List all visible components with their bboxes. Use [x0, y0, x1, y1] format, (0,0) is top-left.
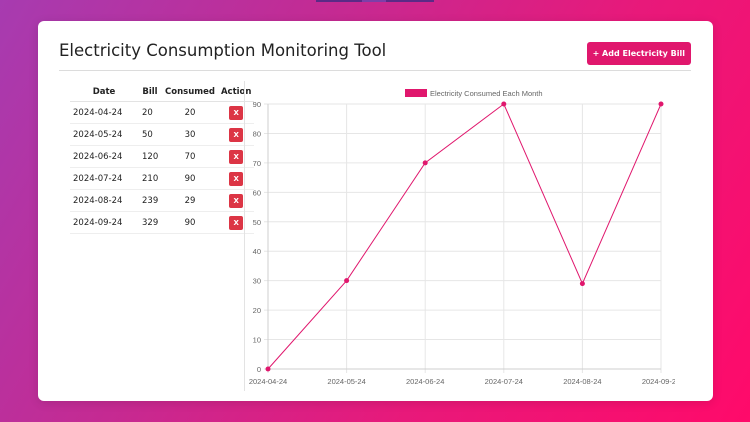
delete-button[interactable]: X: [229, 149, 244, 164]
row-action: X: [217, 211, 255, 234]
y-tick-label: 20: [253, 306, 261, 315]
row-bill: 50: [138, 123, 162, 146]
row-date: 2024-05-24: [70, 123, 138, 146]
row-action: X: [217, 167, 255, 190]
column-header-action: Action: [217, 83, 255, 102]
delete-button[interactable]: X: [229, 127, 244, 142]
header-divider: [59, 70, 691, 71]
column-header-date: Date: [70, 83, 138, 102]
y-tick-label: 90: [253, 100, 261, 109]
row-date: 2024-09-24: [70, 211, 138, 234]
main-card: Electricity Consumption Monitoring Tool …: [38, 21, 713, 401]
top-tab-left: [316, 0, 362, 2]
table-row: 2024-04-24 20 20 X: [70, 101, 255, 124]
row-date: 2024-04-24: [70, 101, 138, 124]
y-tick-label: 60: [253, 188, 261, 197]
row-date: 2024-07-24: [70, 167, 138, 190]
row-consumed: 90: [162, 211, 218, 234]
row-action: X: [217, 145, 255, 168]
row-consumed: 30: [162, 123, 218, 146]
consumption-chart: 0 10 20 30 40 50 60 70 80 90 2024-04-24 2024-05-24 2…: [244, 81, 680, 391]
delete-button[interactable]: X: [229, 105, 244, 120]
data-point: [265, 366, 271, 372]
row-action: X: [217, 189, 255, 212]
data-point: [344, 278, 350, 284]
row-bill: 239: [138, 189, 162, 212]
y-tick-label: 50: [253, 218, 261, 227]
row-consumed: 90: [162, 167, 218, 190]
legend-label: Electricity Consumed Each Month: [430, 89, 543, 98]
column-header-consumed: Consumed: [162, 83, 218, 102]
row-date: 2024-06-24: [70, 145, 138, 168]
x-tick-label: 2024-09-24: [642, 377, 675, 386]
delete-button[interactable]: X: [229, 193, 244, 208]
x-tick-label: 2024-04-24: [249, 377, 287, 386]
row-action: X: [217, 123, 255, 146]
table-row: 2024-07-24 210 90 X: [70, 167, 255, 190]
y-tick-label: 40: [253, 247, 261, 256]
row-bill: 20: [138, 101, 162, 124]
row-consumed: 29: [162, 189, 218, 212]
row-action: X: [217, 101, 255, 124]
row-consumed: 20: [162, 101, 218, 124]
delete-button[interactable]: X: [229, 171, 244, 186]
page-title: Electricity Consumption Monitoring Tool: [59, 41, 387, 60]
y-tick-label: 80: [253, 129, 261, 138]
data-point: [579, 281, 585, 287]
add-electricity-bill-button[interactable]: + Add Electricity Bill: [586, 42, 691, 65]
y-tick-label: 70: [253, 159, 261, 168]
table-row: 2024-09-24 329 90 X: [70, 211, 255, 234]
row-bill: 329: [138, 211, 162, 234]
table-row: 2024-06-24 120 70 X: [70, 145, 255, 168]
row-consumed: 70: [162, 145, 218, 168]
consumption-line-chart: 0 10 20 30 40 50 60 70 80 90 2024-04-24 2024-05-24 2…: [249, 89, 680, 386]
row-bill: 210: [138, 167, 162, 190]
row-date: 2024-08-24: [70, 189, 138, 212]
bills-table: Date Bill Consumed Action 2024-04-24 20 …: [70, 83, 255, 234]
x-tick-label: 2024-05-24: [327, 377, 365, 386]
series-line: [267, 103, 662, 370]
y-tick-label: 30: [253, 277, 261, 286]
table-row: 2024-05-24 50 30 X: [70, 123, 255, 146]
column-header-bill: Bill: [138, 83, 162, 102]
data-point: [501, 101, 507, 107]
y-tick-label: 10: [253, 336, 261, 345]
legend-swatch: [405, 89, 427, 97]
table-row: 2024-08-24 239 29 X: [70, 189, 255, 212]
y-tick-label: 0: [257, 365, 261, 374]
table-header-row: Date Bill Consumed Action: [70, 83, 255, 102]
delete-button[interactable]: X: [229, 215, 244, 230]
row-bill: 120: [138, 145, 162, 168]
top-tab-right: [386, 0, 434, 2]
data-point: [422, 160, 428, 166]
data-point: [658, 101, 664, 107]
x-tick-label: 2024-07-24: [485, 377, 523, 386]
x-tick-label: 2024-08-24: [563, 377, 601, 386]
x-tick-label: 2024-06-24: [406, 377, 444, 386]
top-tab-middle: [362, 0, 386, 2]
